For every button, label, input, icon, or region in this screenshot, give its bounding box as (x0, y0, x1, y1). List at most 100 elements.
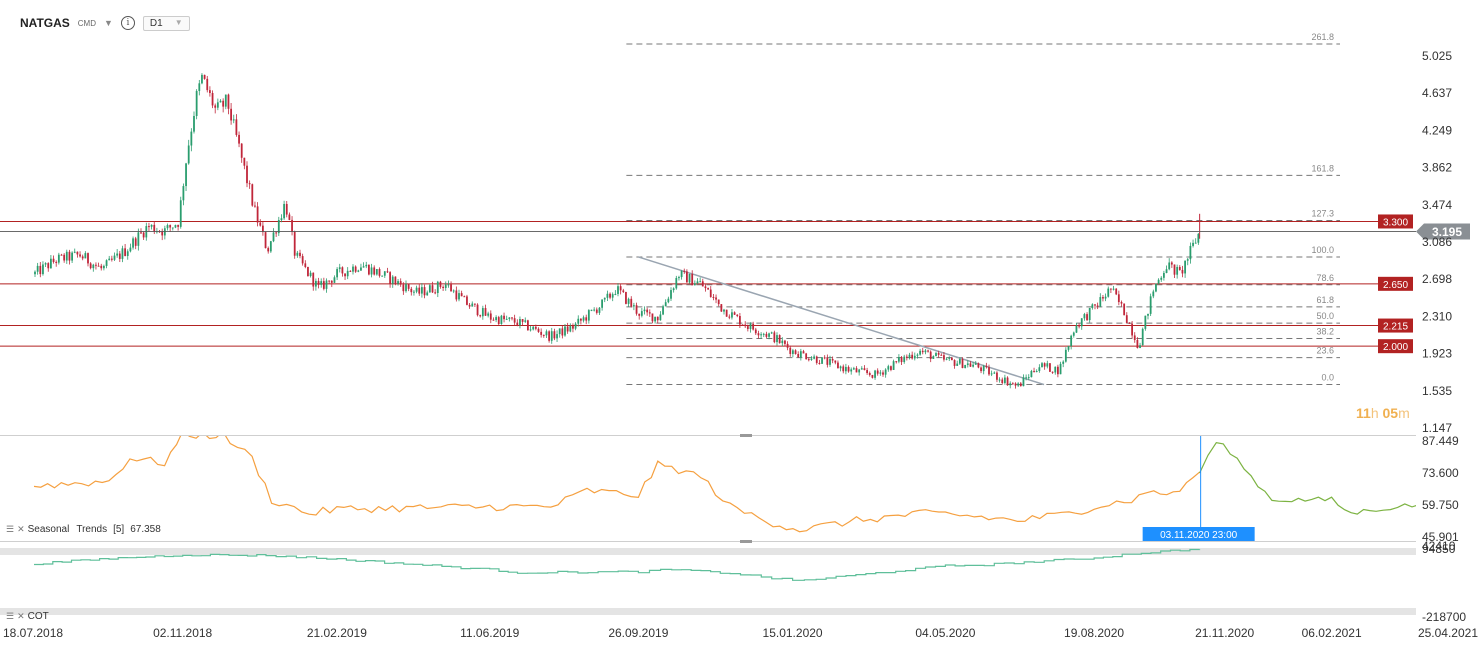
candle-down (55, 261, 58, 263)
candle-down (484, 308, 487, 316)
candle-down (725, 309, 728, 317)
pane-resize-handle (740, 540, 752, 543)
candle-up (693, 283, 696, 286)
candle-up (44, 263, 47, 265)
crosshair-date-label: 03.11.2020 23:00 (1160, 530, 1238, 541)
candle-down (407, 284, 410, 289)
last-price-label: 3.195 (1432, 225, 1462, 239)
candle-down (227, 94, 230, 109)
candle-down (442, 286, 444, 288)
chart-header: NATGAS CMD ▼ i D1 ▼ (20, 12, 190, 34)
candle-down (837, 362, 839, 369)
candle-down (1133, 335, 1136, 340)
candle-up (508, 317, 511, 319)
candle-up (935, 353, 937, 357)
level-tag (1378, 214, 1413, 229)
candle-up (1147, 313, 1149, 316)
close-icon[interactable]: ✕ (17, 524, 25, 534)
candle-down (534, 326, 537, 329)
candle-up (362, 266, 365, 268)
candle-down (540, 331, 543, 335)
candle-up (174, 225, 177, 228)
candle-up (436, 281, 439, 294)
candle-up (640, 311, 643, 316)
candle-up (182, 186, 185, 201)
candle-down (720, 304, 723, 312)
candle-down (87, 253, 89, 264)
candle-down (235, 119, 238, 135)
seasonal-tick-label: 59.750 (1422, 498, 1459, 512)
candle-down (895, 361, 898, 363)
candle-down (900, 357, 903, 363)
candle-down (609, 293, 611, 298)
candle-up (116, 253, 119, 256)
indicator-menu-icon[interactable]: ☰ (6, 524, 15, 534)
candle-up (481, 308, 484, 317)
candle-up (126, 251, 129, 256)
symbol-name[interactable]: NATGAS (20, 16, 70, 30)
candle-up (65, 251, 68, 261)
candle-down (1110, 288, 1112, 290)
candle-down (118, 253, 121, 259)
candle-down (238, 134, 240, 144)
candle-up (357, 270, 360, 272)
candle-down (1123, 303, 1126, 316)
candle-up (731, 312, 733, 318)
candle-up (1091, 304, 1094, 308)
candle-down (630, 298, 633, 307)
candle-down (511, 317, 513, 319)
info-icon[interactable]: i (120, 16, 135, 30)
trendline (638, 256, 1045, 386)
level-tag (1378, 276, 1413, 291)
candle-up (760, 334, 762, 336)
candle-countdown: 11h 05m (1356, 405, 1410, 421)
candle-up (1083, 314, 1086, 319)
candle-down (802, 351, 805, 354)
candle-down (1131, 323, 1133, 336)
symbol-dropdown-icon[interactable]: ▼ (104, 18, 113, 28)
candle-up (1022, 377, 1025, 387)
candle-down (206, 78, 209, 91)
candle-up (670, 290, 672, 299)
candle-up (415, 287, 418, 292)
candle-up (277, 220, 280, 234)
candle-up (1139, 345, 1141, 349)
candle-up (1038, 367, 1041, 372)
candle-down (741, 324, 744, 326)
candle-up (1004, 377, 1006, 384)
fib-label: 50.0 (1316, 311, 1334, 321)
candle-down (1128, 322, 1131, 324)
indicator-menu-icon[interactable]: ☰ (6, 611, 15, 621)
candle-down (691, 274, 694, 286)
candle-down (1125, 315, 1128, 323)
fib-label: 100.0 (1311, 245, 1334, 255)
candle-down (733, 312, 736, 315)
candle-up (1163, 272, 1165, 278)
candle-up (113, 255, 116, 260)
candle-down (625, 292, 627, 304)
candle-up (57, 254, 60, 263)
candle-down (431, 285, 434, 293)
candle-up (1152, 291, 1155, 297)
close-icon[interactable]: ✕ (17, 611, 25, 621)
candle-down (635, 305, 638, 314)
candle-down (921, 350, 924, 353)
candle-down (1019, 383, 1022, 387)
candle-down (474, 303, 476, 305)
candle-up (495, 317, 497, 321)
candle-down (969, 363, 972, 367)
candle-down (953, 360, 956, 366)
candle-up (945, 358, 948, 360)
candle-up (662, 306, 664, 315)
countdown-hours: 11 (1356, 405, 1371, 421)
candle-down (423, 287, 426, 296)
cot-line (34, 548, 1201, 581)
candle-down (905, 356, 908, 358)
timeframe-select[interactable]: D1 ▼ (142, 15, 190, 31)
candle-up (296, 252, 299, 256)
seasonal-series-group (33, 436, 1416, 533)
candle-up (564, 326, 566, 336)
candle-down (704, 286, 707, 289)
candle-up (121, 248, 124, 259)
